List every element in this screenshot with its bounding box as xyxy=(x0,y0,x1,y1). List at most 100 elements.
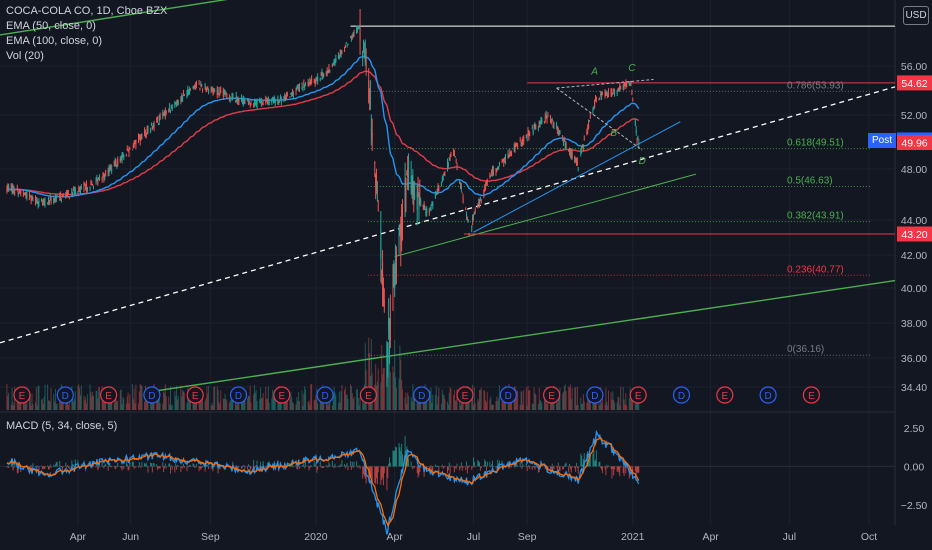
candle-body xyxy=(132,145,134,149)
currency-button[interactable]: USD xyxy=(903,6,929,25)
volume-bar xyxy=(495,401,497,410)
candle-body xyxy=(628,82,630,85)
volume-bar xyxy=(501,395,503,410)
volume-bar xyxy=(99,387,101,410)
volume-bar xyxy=(535,394,537,410)
volume-bar xyxy=(292,403,294,410)
candle-body xyxy=(126,148,128,151)
candle-body xyxy=(89,187,91,190)
legend-volume[interactable]: Vol (20) xyxy=(6,50,44,62)
volume-bar xyxy=(479,389,481,410)
candle-body xyxy=(235,95,237,102)
macd-histogram-bar xyxy=(382,466,384,486)
macd-histogram-bar xyxy=(610,466,612,469)
candle-body xyxy=(571,152,573,158)
macd-histogram-bar xyxy=(165,466,167,469)
volume-bar xyxy=(206,386,208,410)
volume-bar xyxy=(616,402,618,410)
candle-body xyxy=(163,110,165,115)
candle-body xyxy=(53,198,55,201)
fib-level-label: 0.236(40.77) xyxy=(787,264,844,275)
macd-histogram-bar xyxy=(7,466,9,468)
macd-histogram-bar xyxy=(607,465,609,467)
volume-bar xyxy=(186,403,188,410)
macd-histogram-bar xyxy=(345,465,347,467)
macd-histogram-bar xyxy=(319,461,321,467)
legend-ema-100[interactable]: EMA (100, close, 0) xyxy=(6,35,102,47)
volume-bar xyxy=(314,399,316,410)
volume-bar xyxy=(394,339,396,410)
macd-histogram-bar xyxy=(479,466,481,471)
candle-body xyxy=(462,197,464,202)
abcd-pattern: A B C D xyxy=(556,63,654,167)
candle-body xyxy=(265,99,267,102)
candle-body xyxy=(307,81,309,85)
macd-histogram-bar xyxy=(569,463,571,467)
volume-bar xyxy=(617,396,619,410)
macd-histogram-bar xyxy=(44,466,46,469)
candle-body xyxy=(237,98,239,102)
volume-bar xyxy=(272,389,274,410)
volume-bar xyxy=(253,385,255,410)
macd-histogram-bar xyxy=(67,464,69,467)
event-marker-letter: D xyxy=(505,391,512,402)
macd-histogram-bar xyxy=(497,459,499,467)
event-marker-letter: E xyxy=(462,391,469,402)
candle-body xyxy=(350,36,352,38)
legend-ema-50[interactable]: EMA (50, close, 0) xyxy=(6,20,96,32)
volume-bar xyxy=(304,386,306,410)
macd-histogram-bar xyxy=(459,466,461,471)
event-marker xyxy=(359,386,377,404)
volume-bar xyxy=(425,395,427,410)
price-tick-label: 34.40 xyxy=(901,382,927,394)
macd-histogram-bar xyxy=(204,466,206,472)
time-tick-label: Apr xyxy=(387,531,404,543)
volume-bar xyxy=(122,396,124,410)
macd-histogram-bar xyxy=(296,466,298,470)
volume-bar xyxy=(357,398,359,410)
macd-histogram-bar xyxy=(430,465,432,467)
macd-histogram-bar xyxy=(60,466,62,468)
macd-histogram-bar xyxy=(404,435,406,467)
legend-macd[interactable]: MACD (5, 34, close, 5) xyxy=(6,420,118,432)
macd-histogram-bar xyxy=(242,465,244,467)
candle-body xyxy=(157,119,159,121)
candle-body xyxy=(86,187,88,191)
macd-histogram-bar xyxy=(304,466,306,469)
candle-body xyxy=(105,170,107,177)
candle-body xyxy=(189,88,191,94)
candle-body xyxy=(429,207,431,209)
candle-body xyxy=(502,159,504,162)
candle-body xyxy=(629,81,631,85)
candle-body xyxy=(98,177,100,180)
candle-body xyxy=(352,32,354,37)
macd-histogram-bar xyxy=(356,461,358,467)
macd-histogram-bar xyxy=(259,466,261,468)
candle-body xyxy=(569,150,571,154)
candle-body xyxy=(7,186,9,188)
volume-bar xyxy=(213,386,215,410)
macd-histogram-bar xyxy=(454,466,456,468)
macd-histogram-bar xyxy=(471,466,473,470)
macd-histogram-bar xyxy=(260,461,262,467)
macd-histogram-bar xyxy=(592,453,594,467)
volume-bar xyxy=(486,392,488,410)
macd-histogram-bar xyxy=(13,466,15,469)
macd-histogram-bar xyxy=(250,466,252,469)
candle-body xyxy=(588,122,590,129)
volume-bar xyxy=(473,386,475,410)
macd-histogram-bar xyxy=(600,466,602,468)
candle-body xyxy=(335,58,337,62)
macd-histogram-bar xyxy=(557,462,559,467)
candle-body xyxy=(247,99,249,101)
macd-histogram-bar xyxy=(582,464,584,467)
candle-body xyxy=(91,183,93,185)
volume-bar xyxy=(235,405,237,410)
candle-body xyxy=(298,87,300,89)
macd-histogram-bar xyxy=(522,463,524,467)
volume-bar xyxy=(174,391,176,410)
macd-histogram-bar xyxy=(346,463,348,467)
candle-body xyxy=(632,99,634,101)
candle-body xyxy=(59,194,61,198)
